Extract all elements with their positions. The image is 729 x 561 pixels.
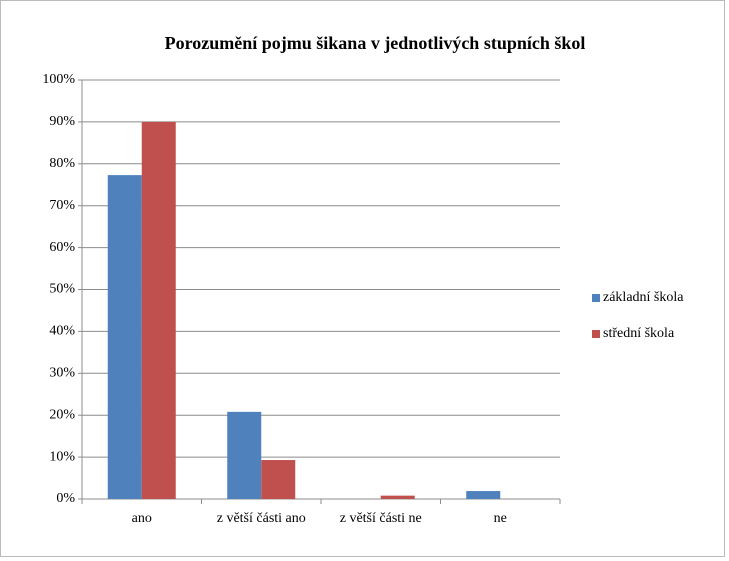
bar bbox=[141, 121, 176, 500]
x-tick-label: ano bbox=[131, 511, 152, 526]
y-tick-label: 20% bbox=[49, 407, 75, 422]
legend-swatch bbox=[592, 294, 600, 302]
x-tick-label: z větší části ne bbox=[339, 511, 422, 526]
y-tick-label: 10% bbox=[49, 449, 75, 464]
y-tick-label: 80% bbox=[49, 156, 75, 171]
legend-swatch bbox=[592, 330, 600, 338]
y-tick-label: 30% bbox=[49, 366, 75, 381]
y-tick-label: 50% bbox=[49, 282, 75, 297]
bar bbox=[466, 491, 501, 499]
x-tick-label: ne bbox=[493, 511, 507, 526]
legend-label: základní škola bbox=[603, 290, 684, 305]
bar bbox=[261, 460, 296, 499]
y-tick-label: 90% bbox=[49, 114, 75, 129]
bar bbox=[107, 175, 142, 499]
x-tick-label: z větší části ano bbox=[216, 511, 306, 526]
y-tick-label: 100% bbox=[42, 72, 75, 87]
bar bbox=[380, 495, 415, 499]
y-tick-label: 40% bbox=[49, 324, 75, 339]
legend-label: střední škola bbox=[603, 326, 675, 341]
y-tick-label: 0% bbox=[56, 491, 75, 506]
chart-title: Porozumění pojmu šikana v jednotlivých s… bbox=[165, 33, 586, 53]
y-tick-label: 70% bbox=[49, 198, 75, 213]
y-tick-label: 60% bbox=[49, 240, 75, 255]
bar bbox=[227, 411, 262, 499]
